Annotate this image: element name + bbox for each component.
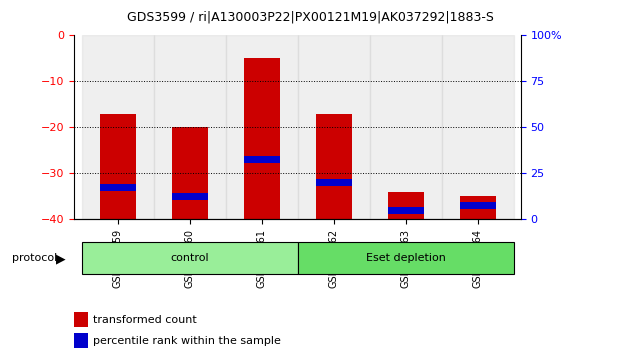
Text: Eset depletion: Eset depletion [366,253,446,263]
Bar [370,35,441,219]
Bar [172,127,208,219]
Bar [74,333,87,348]
Text: ▶: ▶ [56,252,66,265]
Bar [244,58,280,219]
Text: transformed count: transformed count [93,315,197,325]
FancyBboxPatch shape [82,242,298,274]
Bar [244,156,280,163]
Bar [82,35,154,219]
Text: protocol: protocol [12,253,58,263]
Text: control: control [170,253,209,263]
Text: GDS3599 / ri|A130003P22|PX00121M19|AK037292|1883-S: GDS3599 / ri|A130003P22|PX00121M19|AK037… [126,11,494,24]
Bar [388,207,423,214]
Bar [154,35,226,219]
Bar [298,35,370,219]
Bar [316,114,352,219]
Bar [388,192,423,219]
Bar [172,193,208,200]
Text: percentile rank within the sample: percentile rank within the sample [93,336,281,346]
FancyBboxPatch shape [298,242,513,274]
Bar [441,35,513,219]
Bar [100,184,136,191]
Bar [459,196,495,219]
Bar [226,35,298,219]
Bar [100,114,136,219]
Bar [74,312,87,327]
Bar [459,202,495,209]
Bar [316,179,352,186]
